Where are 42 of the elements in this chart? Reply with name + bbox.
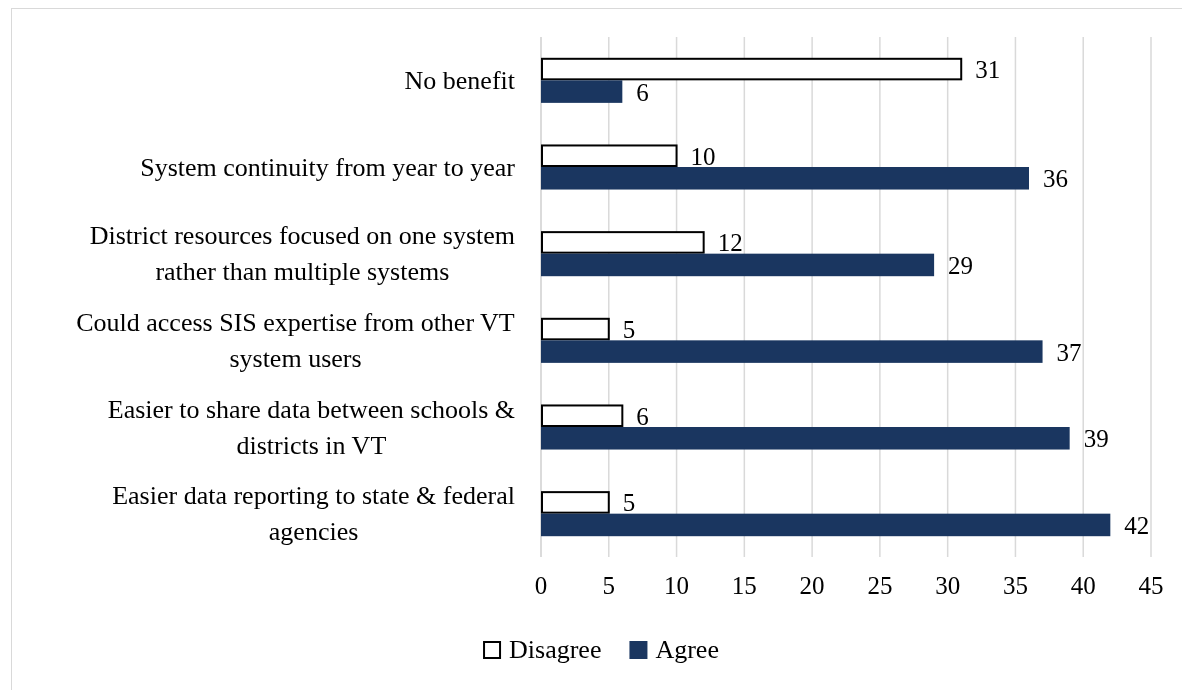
legend-label: Agree	[655, 635, 719, 664]
bar	[541, 491, 610, 514]
y-tick-label: No benefit	[404, 65, 516, 95]
legend-label: Disagree	[509, 635, 602, 664]
data-label: 6	[636, 402, 649, 430]
x-tick-label: 30	[935, 572, 961, 599]
data-label: 5	[622, 489, 636, 517]
bar	[541, 317, 610, 341]
x-tick-label: 5	[602, 572, 616, 599]
data-label: 10	[690, 142, 716, 170]
data-label: 5	[622, 316, 636, 344]
x-tick-label: 0	[534, 572, 548, 599]
bar	[541, 513, 1111, 537]
bar	[541, 80, 623, 103]
y-tick-label: Easier data reporting to state & federal agencies	[112, 481, 515, 547]
data-label: 31	[975, 56, 1001, 84]
data-label: 12	[717, 229, 743, 257]
bar	[541, 340, 1043, 363]
y-tick-label: Easier to share data between schools & districts in VT	[107, 394, 516, 460]
data-label: 36	[1043, 165, 1068, 193]
data-label: 6	[636, 78, 649, 106]
x-tick-label: 20	[799, 572, 825, 599]
x-tick-label: 10	[664, 572, 690, 599]
y-tick-label: District resources focused on one system rather than multiple systems	[89, 221, 515, 287]
bar	[541, 404, 624, 427]
y-tick-label: System continuity from year to year	[140, 152, 516, 182]
x-tick-label: 45	[1138, 572, 1164, 599]
x-tick-label: 35	[1002, 572, 1028, 599]
x-tick-label: 25	[867, 572, 893, 599]
data-label: 37	[1056, 338, 1082, 366]
data-label: 42	[1124, 511, 1150, 539]
x-tick-label: 15	[731, 572, 757, 599]
bar	[541, 231, 705, 254]
bar	[541, 167, 1029, 190]
bar	[541, 57, 963, 81]
data-label: 29	[948, 251, 974, 279]
bar	[541, 253, 935, 277]
bar	[541, 427, 1070, 450]
x-tick-label: 40	[1070, 572, 1096, 599]
bar	[541, 144, 678, 167]
y-tick-label: Could access SIS expertise from other VT system users	[76, 307, 515, 373]
data-label: 39	[1083, 425, 1109, 453]
